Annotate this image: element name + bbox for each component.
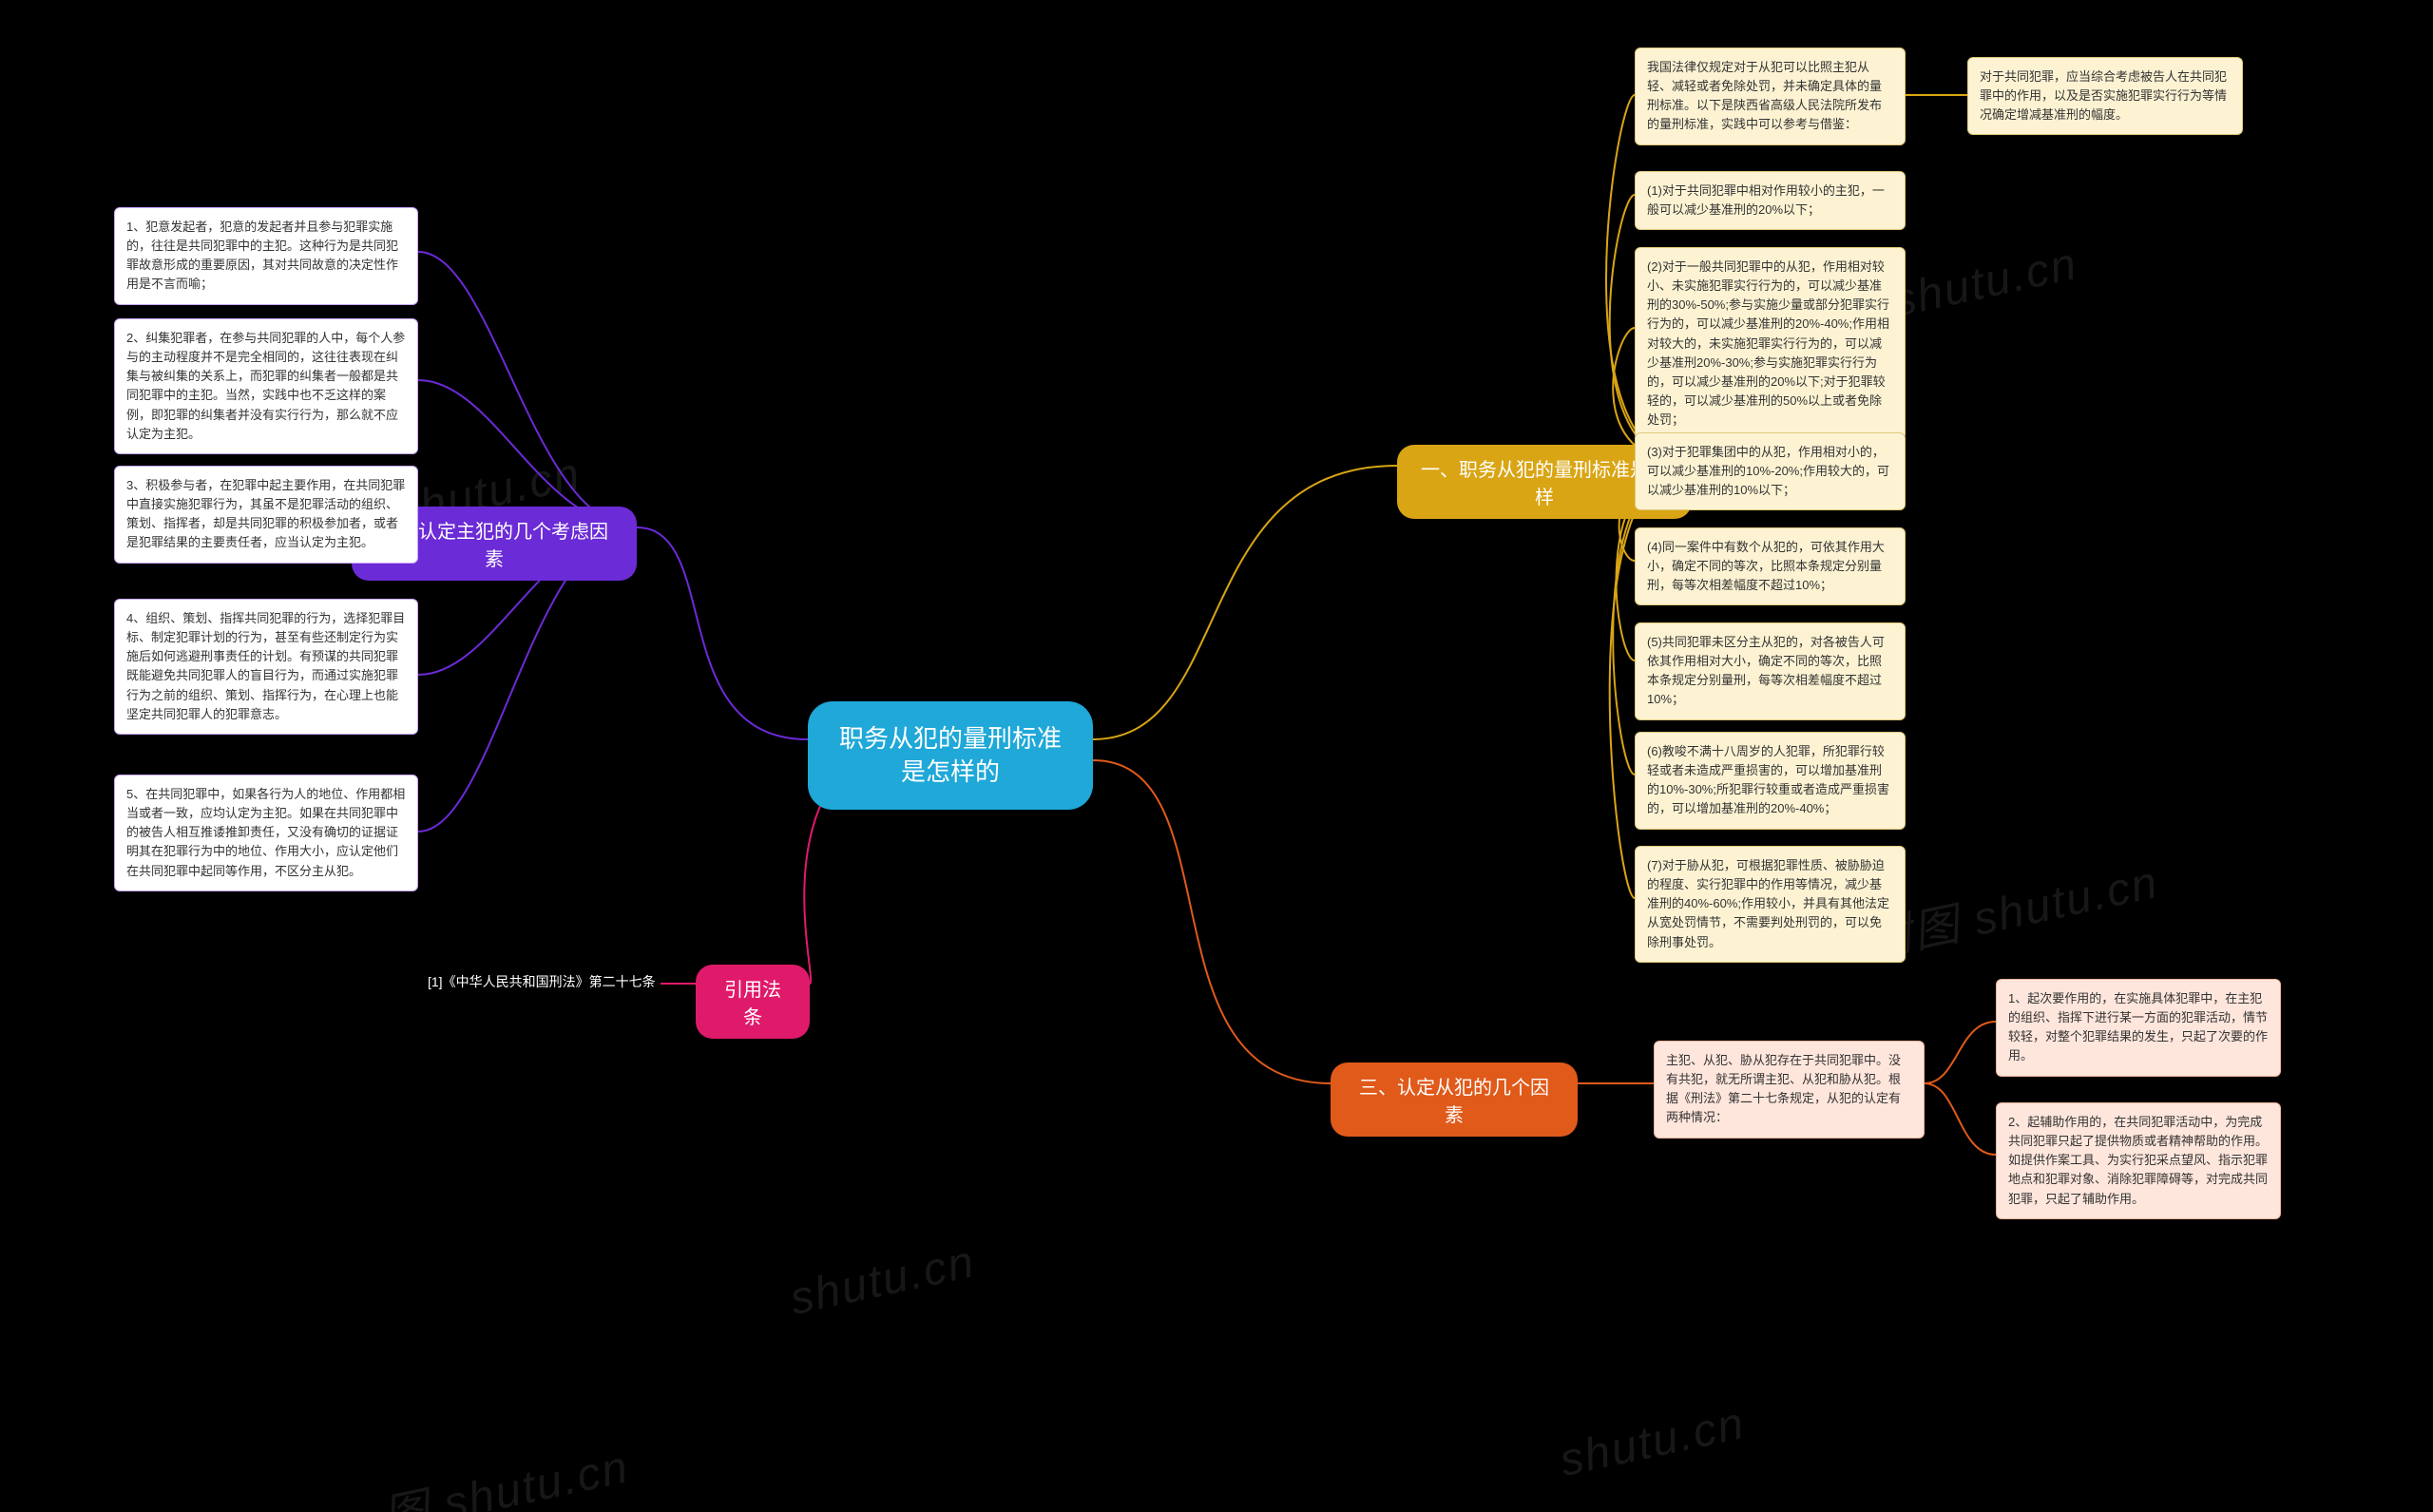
leaf-three-1[interactable]: 2、起辅助作用的，在共同犯罪活动中，为完成共同犯罪只起了提供物质或者精神帮助的作…	[1996, 1102, 2281, 1219]
mindmap-root[interactable]: 职务从犯的量刑标准是怎样的	[808, 701, 1093, 810]
watermark: 图 shutu.cn	[376, 1428, 635, 1512]
leaf-two-0[interactable]: 1、犯意发起者，犯意的发起者并且参与犯罪实施的，往往是共同犯罪中的主犯。这种行为…	[114, 207, 418, 305]
leaf-two-3[interactable]: 4、组织、策划、指挥共同犯罪的行为，选择犯罪目标、制定犯罪计划的行为，甚至有些还…	[114, 599, 418, 735]
leaf-one-2[interactable]: (2)对于一般共同犯罪中的从犯，作用相对较小、未实施犯罪实行行为的，可以减少基准…	[1635, 247, 1906, 440]
leaf-one-6[interactable]: (6)教唆不满十八周岁的人犯罪，所犯罪行较轻或者未造成严重损害的，可以增加基准刑…	[1635, 732, 1906, 830]
leaf-three-0[interactable]: 1、起次要作用的，在实施具体犯罪中，在主犯的组织、指挥下进行某一方面的犯罪活动，…	[1996, 979, 2281, 1077]
leaf-one-1[interactable]: (1)对于共同犯罪中相对作用较小的主犯，一般可以减少基准刑的20%以下；	[1635, 171, 1906, 230]
leaf-one-7[interactable]: (7)对于胁从犯，可根据犯罪性质、被胁胁迫的程度、实行犯罪中的作用等情况，减少基…	[1635, 846, 1906, 963]
leaf-one-extra[interactable]: 对于共同犯罪，应当综合考虑被告人在共同犯罪中的作用，以及是否实施犯罪实行行为等情…	[1967, 57, 2243, 135]
watermark: shutu.cn	[1555, 1397, 1750, 1487]
leaf-two-4[interactable]: 5、在共同犯罪中，如果各行为人的地位、作用都相当或者一致，应均认定为主犯。如果在…	[114, 775, 418, 891]
leaf-one-3[interactable]: (3)对于犯罪集团中的从犯，作用相对小的，可以减少基准刑的10%-20%;作用较…	[1635, 432, 1906, 510]
watermark: shutu.cn	[785, 1235, 980, 1326]
leaf-two-1[interactable]: 2、纠集犯罪者，在参与共同犯罪的人中，每个人参与的主动程度并不是完全相同的，这往…	[114, 318, 418, 454]
branch-four[interactable]: 引用法条	[696, 965, 810, 1039]
leaf-three-mid[interactable]: 主犯、从犯、胁从犯存在于共同犯罪中。没有共犯，就无所谓主犯、从犯和胁从犯。根据《…	[1654, 1041, 1925, 1139]
watermark: shutu.cn	[1887, 238, 2082, 328]
leaf-four-0[interactable]: [1]《中华人民共和国刑法》第二十七条	[428, 972, 656, 993]
branch-three[interactable]: 三、认定从犯的几个因素	[1331, 1062, 1578, 1137]
leaf-one-5[interactable]: (5)共同犯罪未区分主从犯的，对各被告人可依其作用相对大小，确定不同的等次，比照…	[1635, 622, 1906, 720]
leaf-one-4[interactable]: (4)同一案件中有数个从犯的，可依其作用大小，确定不同的等次，比照本条规定分别量…	[1635, 527, 1906, 605]
leaf-one-0[interactable]: 我国法律仅规定对于从犯可以比照主犯从轻、减轻或者免除处罚，并未确定具体的量刑标准…	[1635, 48, 1906, 145]
leaf-two-2[interactable]: 3、积极参与者，在犯罪中起主要作用，在共同犯罪中直接实施犯罪行为，其虽不是犯罪活…	[114, 466, 418, 564]
